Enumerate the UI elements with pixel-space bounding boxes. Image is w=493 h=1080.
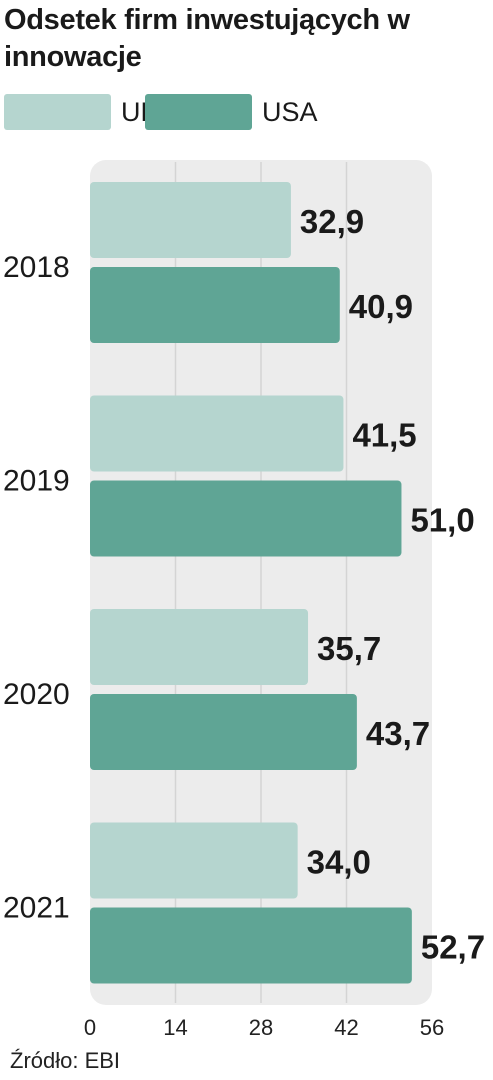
x-tick-label-14: 14 <box>163 1015 187 1040</box>
data-label-usa-2019: 51,0 <box>410 502 474 539</box>
bar-ue-2018 <box>90 182 291 258</box>
x-tick-label-42: 42 <box>334 1015 358 1040</box>
data-label-usa-2020: 43,7 <box>366 715 430 752</box>
data-label-usa-2018: 40,9 <box>349 288 413 325</box>
x-tick-label-0: 0 <box>84 1015 96 1040</box>
x-tick-label-56: 56 <box>420 1015 444 1040</box>
bar-usa-2019 <box>90 480 402 557</box>
bar-usa-2020 <box>90 694 357 770</box>
data-label-ue-2020: 35,7 <box>317 630 381 667</box>
legend-swatch-usa <box>145 94 252 130</box>
legend-label-usa: USA <box>262 97 318 127</box>
category-label-2021: 2021 <box>3 892 70 925</box>
data-label-usa-2021: 52,7 <box>421 929 485 966</box>
legend-swatch-ue <box>4 94 111 130</box>
x-tick-label-28: 28 <box>249 1015 273 1040</box>
bar-ue-2019 <box>90 395 344 472</box>
data-label-ue-2021: 34,0 <box>307 844 371 881</box>
category-label-2020: 2020 <box>3 678 70 711</box>
bar-usa-2018 <box>90 267 340 343</box>
bar-ue-2021 <box>90 822 298 899</box>
bar-chart: 0 14 28 42 56 2018 32,9 40,9 2019 41,5 51,0 2020 35,… <box>3 160 485 1040</box>
bar-usa-2021 <box>90 907 412 984</box>
data-label-ue-2018: 32,9 <box>300 203 364 240</box>
category-label-2019: 2019 <box>3 465 70 498</box>
chart-title: Odsetek firm inwestujących w innowacje <box>4 4 410 73</box>
source-note: Źródło: EBI <box>10 1048 121 1073</box>
data-label-ue-2019: 41,5 <box>352 417 416 454</box>
bar-ue-2020 <box>90 609 309 685</box>
category-label-2018: 2018 <box>3 251 70 284</box>
